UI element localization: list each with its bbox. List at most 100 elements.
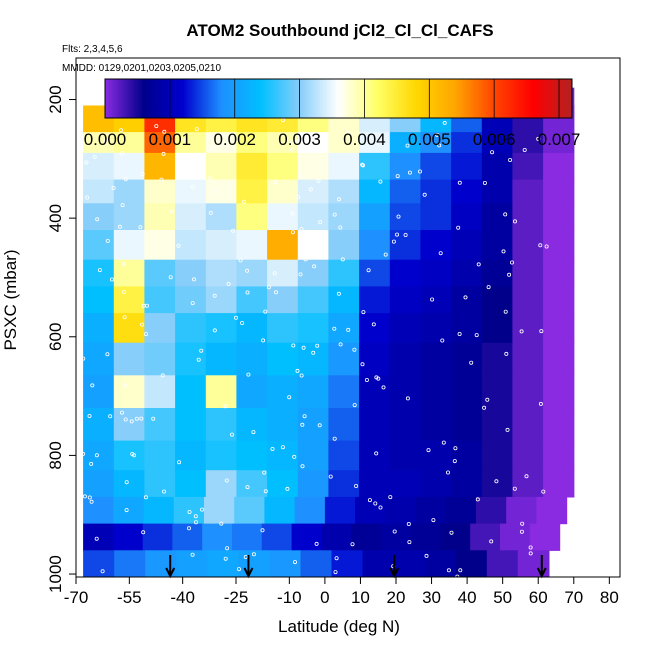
x-tick-label: -25 bbox=[224, 588, 249, 607]
colorbar-segment bbox=[382, 79, 386, 118]
sample-marker bbox=[338, 342, 343, 347]
sample-marker bbox=[485, 397, 490, 402]
sample-marker bbox=[119, 128, 124, 133]
heatmap-cell bbox=[205, 408, 238, 442]
heatmap-cell bbox=[113, 152, 146, 181]
colorbar-segment bbox=[506, 79, 510, 118]
colorbar-segment bbox=[347, 79, 351, 118]
colorbar-segment bbox=[413, 79, 416, 118]
sample-marker bbox=[161, 151, 166, 156]
sample-marker bbox=[90, 383, 95, 388]
heatmap-cell bbox=[420, 375, 452, 409]
heatmap-cell bbox=[205, 313, 238, 344]
colorbar-segment bbox=[242, 79, 246, 118]
colorbar-segment bbox=[352, 79, 356, 118]
sample-marker bbox=[352, 347, 357, 352]
heatmap-cell bbox=[512, 152, 544, 181]
colorbar-segment bbox=[133, 79, 136, 118]
colorbar-segment bbox=[214, 79, 218, 118]
heatmap-cell bbox=[300, 550, 333, 577]
heatmap-cell bbox=[512, 259, 544, 287]
heatmap-cell bbox=[543, 440, 575, 471]
heatmap-cell bbox=[389, 203, 422, 231]
heatmap-cell bbox=[297, 470, 330, 498]
sample-marker bbox=[316, 178, 321, 183]
colorbar-segment bbox=[436, 79, 440, 118]
sample-marker bbox=[503, 212, 508, 217]
x-tick-label: 50 bbox=[493, 588, 512, 607]
sample-marker bbox=[373, 501, 378, 506]
colorbar-segment bbox=[270, 79, 274, 118]
colorbar-segment bbox=[385, 79, 388, 118]
colorbar-segment bbox=[305, 79, 309, 118]
colorbar-segment bbox=[417, 79, 421, 118]
sample-marker bbox=[346, 327, 351, 332]
heatmap-cell bbox=[359, 259, 391, 287]
heatmap-cell bbox=[506, 496, 537, 525]
sample-marker bbox=[273, 180, 278, 185]
sample-marker bbox=[290, 147, 295, 152]
heatmap-cell bbox=[204, 496, 235, 525]
sample-marker bbox=[345, 130, 350, 135]
sample-marker bbox=[320, 241, 325, 246]
heatmap-cell bbox=[83, 203, 115, 231]
heatmap-cell bbox=[420, 230, 452, 261]
heatmap-cell bbox=[420, 259, 452, 287]
heatmap-cell bbox=[297, 179, 330, 204]
heatmap-cell bbox=[83, 230, 115, 261]
sample-marker bbox=[122, 315, 127, 320]
colorbar-segment bbox=[151, 79, 155, 118]
sample-marker bbox=[538, 401, 543, 406]
heatmap-cell bbox=[481, 203, 514, 231]
heatmap-cell bbox=[328, 342, 360, 376]
heatmap-cell bbox=[451, 470, 483, 498]
heatmap-cell bbox=[297, 408, 330, 442]
heatmap-cell bbox=[536, 496, 568, 525]
sample-marker bbox=[475, 497, 480, 502]
heatmap-cell bbox=[267, 259, 299, 287]
x-tick-label: -55 bbox=[117, 588, 142, 607]
sample-marker bbox=[407, 540, 412, 545]
flights-subtitle: Flts: 2,3,4,5,6 bbox=[62, 44, 123, 55]
colorbar-segment bbox=[331, 79, 335, 118]
sample-marker bbox=[312, 264, 317, 269]
colorbar-segment bbox=[499, 79, 503, 118]
sample-marker bbox=[273, 290, 278, 295]
sample-marker bbox=[105, 238, 110, 243]
sample-marker bbox=[144, 303, 149, 308]
heatmap-cell bbox=[328, 132, 360, 154]
colorbar-segment bbox=[154, 79, 157, 118]
colorbar-segment bbox=[343, 79, 346, 118]
heatmap-cell bbox=[267, 375, 299, 409]
sample-marker bbox=[338, 225, 343, 230]
colorbar-segment bbox=[565, 79, 568, 118]
heatmap-cell bbox=[144, 259, 176, 287]
sample-marker bbox=[287, 395, 292, 400]
colorbar-segment bbox=[455, 79, 458, 118]
colorbar-tick-label: 0.006 bbox=[473, 130, 516, 149]
sample-marker bbox=[94, 453, 99, 458]
sample-marker bbox=[103, 138, 108, 143]
sample-marker bbox=[505, 427, 510, 432]
sample-marker bbox=[536, 136, 541, 141]
heatmap-cell bbox=[144, 470, 176, 498]
sample-marker bbox=[224, 478, 229, 483]
colorbar-segment bbox=[483, 79, 486, 118]
sample-marker bbox=[332, 436, 337, 441]
sample-marker bbox=[317, 423, 322, 428]
sample-marker bbox=[298, 272, 303, 277]
sample-marker bbox=[544, 244, 549, 249]
sample-marker bbox=[364, 377, 369, 382]
heatmap-cell bbox=[328, 440, 360, 471]
heatmap-cell bbox=[420, 179, 452, 204]
colorbar-segment bbox=[459, 79, 463, 118]
sample-marker bbox=[193, 514, 198, 519]
colorbar-segment bbox=[184, 79, 188, 118]
colorbar-segment bbox=[464, 79, 468, 118]
heatmap-cell bbox=[512, 342, 544, 376]
sample-marker bbox=[200, 507, 205, 512]
heatmap-cell bbox=[142, 523, 174, 551]
heatmap-cell bbox=[543, 203, 575, 231]
heatmap-cell bbox=[261, 523, 293, 551]
heatmap-cell bbox=[389, 408, 422, 442]
